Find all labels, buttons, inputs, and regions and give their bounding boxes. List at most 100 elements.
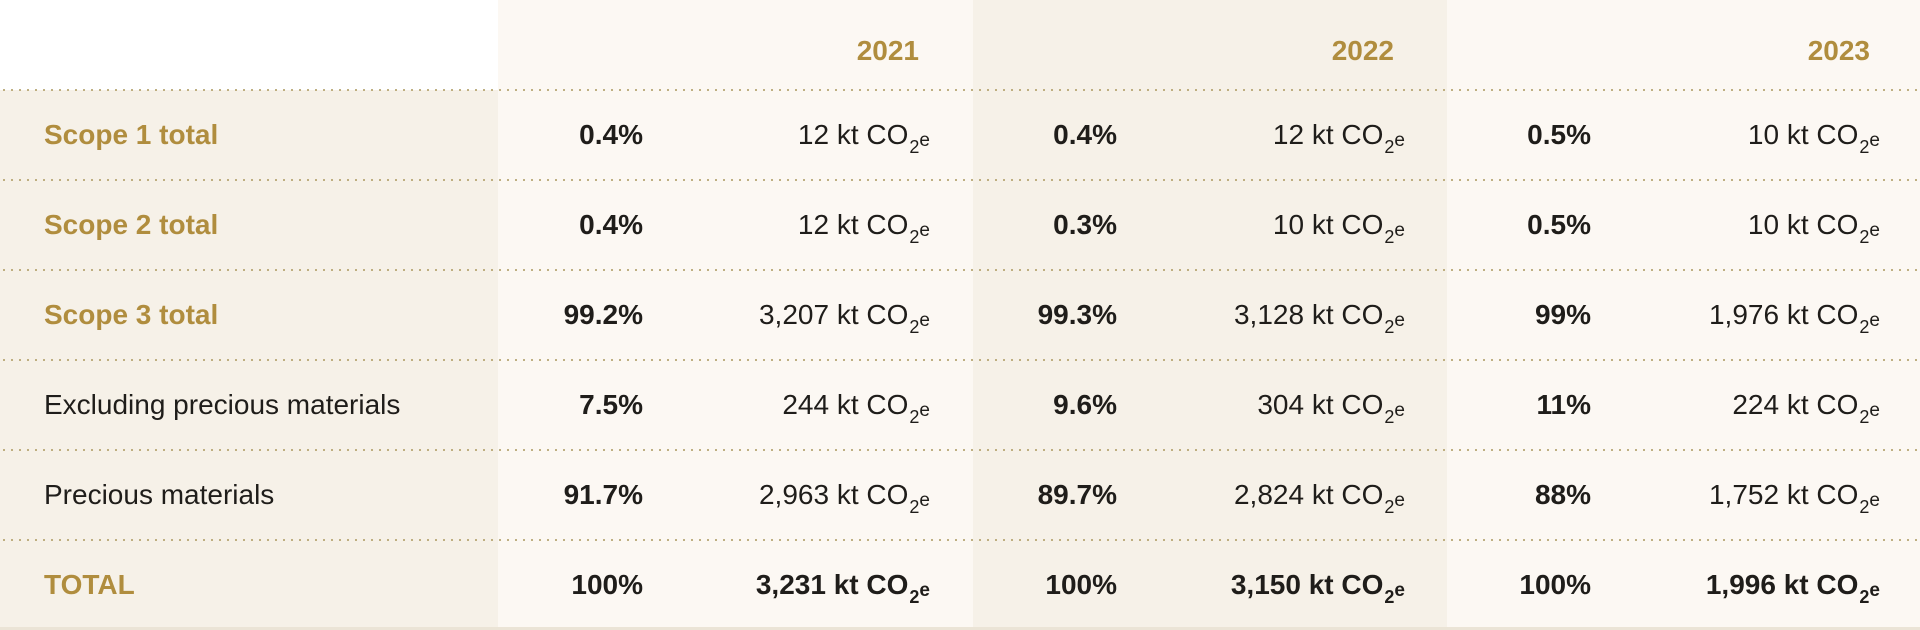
amount-2021: 3,207 kt CO2e (660, 270, 930, 360)
emission-value: 1,752 kt CO2e (1708, 479, 1880, 517)
unit-prefix: kt CO (1311, 299, 1384, 330)
unit-suffix: e (919, 580, 930, 601)
spacer (1779, 119, 1787, 150)
unit-subscript: 2 (909, 407, 920, 427)
pct-2022: 89.7% (1037, 479, 1117, 510)
amount-number: 3,231 (755, 569, 826, 600)
amount-number: 3,150 (1230, 569, 1301, 600)
unit-subscript: 2 (1384, 407, 1395, 427)
unit-subscript: 2 (1384, 137, 1395, 157)
unit-prefix: kt CO (1786, 119, 1859, 150)
spacer (1776, 569, 1784, 600)
spacer (826, 569, 834, 600)
unit-subscript: 2 (909, 317, 920, 337)
unit-subscript: 2 (1384, 497, 1395, 517)
amount-2021: 3,231 kt CO2e (660, 540, 930, 630)
amount-number: 10 (1747, 209, 1780, 240)
amount-number: 12 (1272, 119, 1305, 150)
emission-value: 2,824 kt CO2e (1233, 479, 1405, 517)
emission-value: 12 kt CO2e (797, 209, 930, 247)
unit-suffix: e (1394, 130, 1405, 151)
unit-prefix: kt CO (836, 299, 909, 330)
amount-number: 1,752 (1708, 479, 1780, 510)
unit-suffix: e (919, 130, 930, 151)
row-label: Scope 3 total (44, 299, 219, 330)
spacer (1304, 209, 1312, 240)
emission-value: 10 kt CO2e (1747, 209, 1880, 247)
unit-prefix: kt CO (1786, 299, 1859, 330)
unit-prefix: kt CO (836, 389, 909, 420)
unit-subscript: 2 (1384, 317, 1395, 337)
amount-2023: 1,752 kt CO2e (1610, 450, 1880, 540)
amount-2022: 10 kt CO2e (1135, 180, 1405, 270)
unit-subscript: 2 (1859, 497, 1870, 517)
spacer (829, 209, 837, 240)
unit-prefix: kt CO (833, 569, 909, 600)
unit-prefix: kt CO (1311, 209, 1384, 240)
amount-2021: 244 kt CO2e (660, 360, 930, 450)
pct-2021: 99.2% (563, 299, 643, 330)
unit-subscript: 2 (1384, 227, 1395, 247)
unit-subscript: 2 (1859, 587, 1870, 607)
table-row: Precious materials 91.7% 2,963 kt CO2e 8… (0, 450, 1920, 541)
spacer (829, 299, 837, 330)
column-2021-background (498, 0, 973, 630)
table-row: Excluding precious materials 7.5% 244 kt… (0, 360, 1920, 451)
unit-suffix: e (1869, 580, 1880, 601)
spacer (1779, 299, 1787, 330)
amount-number: 12 (797, 209, 830, 240)
spacer (829, 389, 837, 420)
spacer (1779, 389, 1787, 420)
column-2022-background (973, 0, 1447, 630)
header-year-2021: 2021 (856, 35, 919, 66)
amount-2021: 2,963 kt CO2e (660, 450, 930, 540)
pct-2022: 99.3% (1037, 299, 1117, 330)
unit-subscript: 2 (1859, 227, 1870, 247)
pct-2021: 7.5% (579, 389, 643, 420)
unit-suffix: e (1394, 580, 1405, 601)
unit-prefix: kt CO (836, 209, 909, 240)
amount-number: 1,976 (1708, 299, 1780, 330)
row-label: Excluding precious materials (44, 389, 401, 420)
amount-2022: 304 kt CO2e (1135, 360, 1405, 450)
amount-2021: 12 kt CO2e (660, 90, 930, 180)
emission-value: 3,128 kt CO2e (1234, 299, 1405, 337)
unit-prefix: kt CO (1786, 479, 1859, 510)
spacer (1779, 209, 1787, 240)
unit-suffix: e (1394, 220, 1405, 241)
pct-2023: 99% (1534, 299, 1591, 330)
unit-suffix: e (1869, 130, 1880, 151)
unit-prefix: kt CO (836, 119, 909, 150)
emission-value: 10 kt CO2e (1748, 119, 1880, 157)
amount-2022: 2,824 kt CO2e (1135, 450, 1405, 540)
unit-suffix: e (1869, 490, 1880, 511)
emission-value: 3,231 kt CO2e (755, 569, 930, 607)
unit-subscript: 2 (909, 227, 920, 247)
unit-subscript: 2 (1859, 137, 1870, 157)
unit-prefix: kt CO (1786, 209, 1859, 240)
emission-value: 12 kt CO2e (1272, 119, 1405, 157)
amount-2023: 10 kt CO2e (1610, 90, 1880, 180)
amount-number: 12 (797, 119, 830, 150)
table-row: Scope 1 total 0.4% 12 kt CO2e 0.4% 12 kt… (0, 90, 1920, 181)
amount-number: 2,824 (1233, 479, 1305, 510)
amount-number: 224 (1732, 389, 1780, 420)
unit-subscript: 2 (909, 497, 920, 517)
row-label: Precious materials (44, 479, 275, 510)
row-label: Scope 2 total (44, 209, 219, 240)
row-divider (0, 449, 1920, 451)
unit-suffix: e (919, 220, 930, 241)
unit-subscript: 2 (909, 137, 920, 157)
amount-number: 304 (1257, 389, 1305, 420)
spacer (1304, 299, 1312, 330)
pct-2021: 0.4% (579, 119, 643, 150)
emission-value: 1,996 kt CO2e (1706, 569, 1880, 607)
pct-2022: 0.4% (1053, 119, 1117, 150)
amount-2022: 3,150 kt CO2e (1135, 540, 1405, 630)
emission-value: 1,976 kt CO2e (1708, 299, 1880, 337)
unit-subscript: 2 (909, 587, 920, 607)
pct-2021: 100% (571, 569, 643, 600)
row-divider (0, 539, 1920, 541)
unit-prefix: kt CO (1311, 389, 1384, 420)
